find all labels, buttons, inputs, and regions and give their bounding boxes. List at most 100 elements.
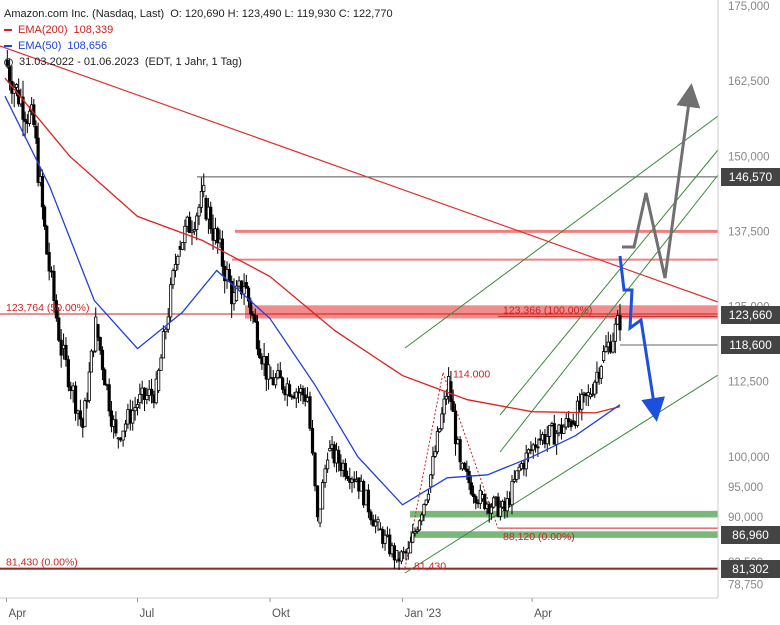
candle-body — [169, 284, 173, 318]
candle-body — [176, 255, 180, 265]
candle-body — [190, 230, 194, 234]
candle-body — [438, 428, 442, 433]
candle-body — [45, 225, 49, 255]
channel-lower — [499, 174, 719, 453]
candle-body — [64, 344, 68, 361]
candle-body — [512, 478, 516, 482]
candle-body — [246, 287, 251, 302]
candle-body — [301, 388, 305, 396]
candle-body — [294, 391, 298, 399]
candle-body — [458, 439, 462, 463]
candle-body — [320, 482, 325, 510]
candle-body — [442, 398, 446, 415]
candle-body — [469, 482, 473, 495]
candle-body — [138, 393, 142, 404]
candle-body — [580, 394, 584, 410]
candle-body — [192, 229, 196, 232]
candle-body — [533, 444, 538, 448]
candle-body — [98, 336, 102, 351]
candle-body — [474, 496, 478, 504]
candle-body — [575, 400, 580, 426]
candle-body — [133, 407, 137, 412]
candle-body — [287, 384, 292, 397]
candle-body — [567, 418, 571, 423]
candle-body — [43, 206, 47, 227]
candle-body — [220, 238, 224, 267]
y-tick-label: 150,000 — [728, 151, 770, 163]
y-tick-label: 112,500 — [728, 377, 769, 389]
candle-body — [376, 519, 380, 523]
candle-body — [237, 280, 241, 287]
candle-body — [433, 451, 437, 457]
downtrend-line — [0, 45, 719, 303]
candle-body — [467, 471, 471, 484]
chart-legend: Amazon.com Inc. (Nasdaq, Last) O: 120,69… — [4, 6, 393, 70]
candle-body — [273, 377, 278, 386]
candle-body — [515, 470, 519, 480]
candle-body — [66, 359, 70, 388]
candle-body — [258, 348, 262, 358]
price-box: 118,600 — [721, 335, 780, 354]
candle-body — [161, 331, 166, 359]
candle-body — [255, 321, 260, 350]
candle-body — [564, 418, 568, 428]
candle-body — [209, 206, 213, 230]
candle-body — [157, 369, 161, 392]
candle-body — [78, 410, 82, 420]
candle-body — [131, 410, 135, 424]
fib2-label-0: 88,120 (0.00%) — [503, 531, 575, 543]
candle-body — [326, 459, 330, 470]
candle-body — [52, 270, 56, 302]
ema50-value: 108,656 — [67, 40, 108, 52]
candle-body — [369, 511, 373, 521]
candle-body — [23, 118, 27, 122]
candle-body — [465, 468, 469, 472]
candle-body — [14, 84, 19, 88]
candle-body — [422, 504, 426, 516]
candle-body — [599, 366, 603, 379]
candle-body — [232, 292, 236, 305]
x-tick-label: Jul — [140, 608, 155, 620]
candle-body — [54, 300, 58, 319]
candle-body — [114, 419, 118, 434]
x-tick-label: Jan '23 — [405, 608, 442, 620]
candle-body — [145, 394, 149, 400]
candle-body — [611, 340, 615, 353]
candle-body — [87, 371, 91, 401]
x-tick-label: Apr — [534, 608, 552, 620]
candle-body — [395, 549, 399, 561]
swing-high-label: 114.000 — [453, 369, 490, 381]
candle-body — [164, 328, 168, 332]
candle-body — [251, 313, 255, 316]
candle-body — [411, 532, 415, 543]
candle-body — [444, 395, 448, 400]
candle-body — [591, 393, 595, 396]
candle-body — [408, 541, 413, 554]
zones-layer — [245, 305, 718, 538]
candle-body — [463, 462, 467, 470]
legend-ema50-row: EMA(50) 108,656 — [4, 38, 393, 54]
candle-body — [107, 384, 111, 412]
chart-settings: (EDT, 1 Jahr, 1 Tag) — [144, 56, 242, 68]
y-tick-label: 100,000 — [728, 452, 770, 464]
x-axis: Apr Jul Okt Jan '23 Apr — [0, 597, 718, 620]
candle-body — [305, 397, 310, 402]
candle-body — [545, 436, 549, 445]
candle-body — [536, 446, 540, 449]
candle-body — [604, 346, 608, 352]
candle-body — [171, 270, 175, 286]
x-tick-label: Apr — [8, 608, 26, 620]
candle-body — [197, 206, 201, 217]
candle-body — [34, 125, 38, 139]
candle-body — [413, 531, 417, 534]
candle-body — [429, 474, 433, 488]
candle-body — [555, 432, 559, 445]
candle-body — [524, 452, 528, 470]
candle-body — [89, 350, 94, 373]
candle-body — [569, 421, 573, 428]
support-zone-lower — [410, 531, 718, 538]
candle-body — [27, 110, 32, 124]
candle-body — [471, 493, 476, 497]
candle-body — [85, 400, 89, 402]
